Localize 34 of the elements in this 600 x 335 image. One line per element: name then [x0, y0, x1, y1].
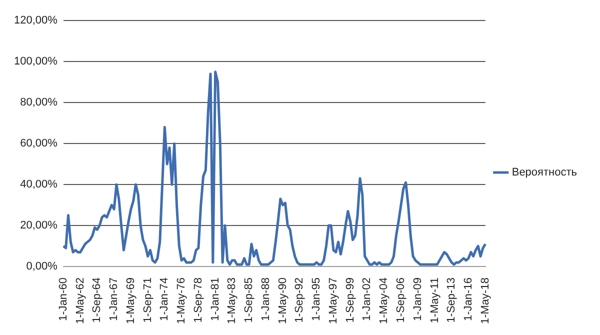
- x-tick-label: 1-May-90: [276, 278, 289, 324]
- x-tick-label: 1-Jan-88: [260, 278, 272, 321]
- x-tick-label: 1-May-76: [176, 278, 188, 324]
- y-tick-label: 80,00%: [20, 96, 58, 109]
- x-tick-label: 1-Jan-09: [412, 278, 424, 321]
- x-tick-label: 1-May-18: [479, 278, 492, 324]
- x-tick-label: 1-Jan-60: [57, 278, 70, 321]
- y-tick-label: 20,00%: [20, 220, 58, 232]
- x-tick-label: 1-Jan-95: [310, 278, 323, 321]
- y-tick-label: 120,00%: [14, 14, 58, 27]
- x-tick-label: 1-Sep-85: [243, 278, 256, 323]
- x-tick-label: 1-May-83: [226, 278, 238, 324]
- x-tick-label: 1-May-11: [428, 278, 441, 324]
- x-tick-label: 1-Jan-16: [462, 278, 475, 321]
- x-tick-label: 1-Jan-81: [209, 278, 222, 321]
- x-tick-label: 1-Sep-06: [395, 278, 407, 323]
- y-tick-label: 0,00%: [26, 260, 58, 273]
- x-tick-label: 1-Jan-67: [108, 278, 120, 321]
- x-tick-label: 1-Sep-92: [294, 278, 306, 323]
- y-tick-label: 40,00%: [20, 178, 58, 191]
- x-tick-label: 1-Sep-78: [192, 278, 204, 323]
- x-tick-label: 1-Jan-74: [158, 278, 171, 321]
- x-tick-label: 1-Sep-71: [142, 278, 154, 323]
- x-tick-label: 1-May-62: [74, 278, 86, 324]
- x-tick-label: 1-May-04: [378, 278, 390, 324]
- x-tick-label: 1-May-97: [327, 278, 340, 324]
- x-tick-label: 1-Sep-99: [344, 278, 356, 323]
- x-tick-label: 1-Jan-02: [361, 278, 374, 321]
- y-tick-label: 60,00%: [20, 138, 58, 150]
- legend-label: Вероятность: [512, 166, 578, 179]
- x-tick-label: 1-Sep-64: [91, 278, 104, 323]
- x-tick-label: 1-Sep-13: [446, 278, 458, 323]
- x-tick-label: 1-May-69: [124, 278, 137, 324]
- y-tick-label: 100,00%: [14, 56, 58, 68]
